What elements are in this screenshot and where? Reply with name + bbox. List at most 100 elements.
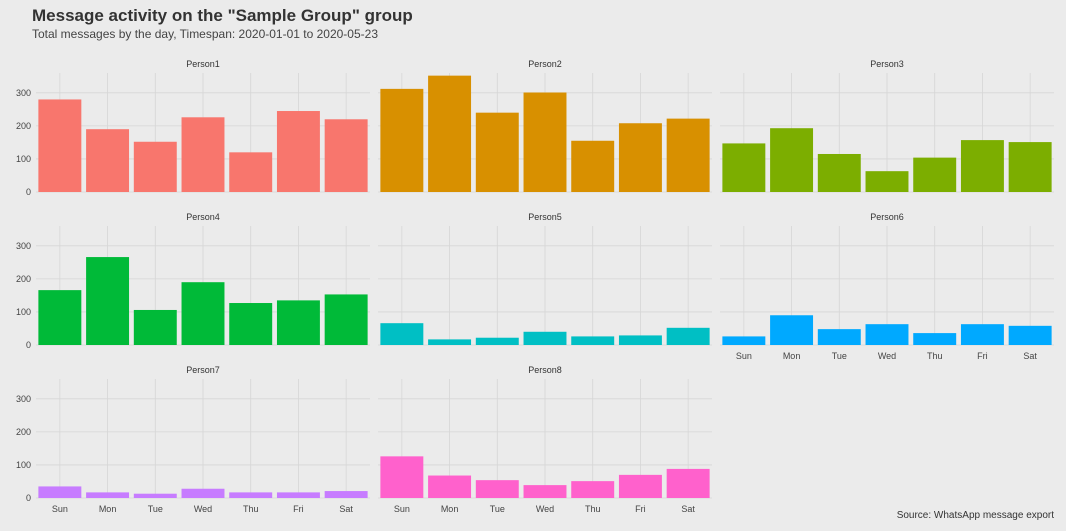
bar — [571, 140, 615, 192]
bar — [86, 257, 130, 345]
bar — [1008, 325, 1052, 345]
x-tick-label: Tue — [832, 351, 847, 361]
y-tick-label: 100 — [16, 460, 31, 470]
x-tick-label: Wed — [878, 351, 896, 361]
y-tick-label: 0 — [26, 187, 31, 197]
bar — [276, 111, 320, 192]
bar — [181, 117, 225, 192]
x-tick-label: Wed — [536, 504, 554, 514]
bar — [229, 152, 273, 192]
facet-label: Person5 — [528, 212, 562, 222]
bar — [181, 488, 225, 498]
bar — [865, 171, 909, 192]
bar — [181, 282, 225, 345]
bar — [133, 309, 177, 345]
bar — [817, 153, 861, 192]
bar — [38, 486, 82, 498]
bar — [523, 485, 567, 498]
facet-label: Person4 — [186, 212, 220, 222]
x-tick-label: Thu — [243, 504, 259, 514]
facet-label: Person8 — [528, 365, 562, 375]
bar — [770, 315, 814, 345]
bar — [571, 336, 615, 345]
bar — [380, 323, 424, 345]
y-tick-label: 200 — [16, 274, 31, 284]
bar — [229, 303, 273, 345]
x-tick-label: Sun — [52, 504, 68, 514]
x-tick-label: Sun — [736, 351, 752, 361]
bar — [666, 468, 710, 498]
bar — [428, 475, 472, 498]
bar — [324, 294, 368, 345]
y-tick-label: 100 — [16, 154, 31, 164]
facet-label: Person1 — [186, 59, 220, 69]
x-tick-label: Fri — [293, 504, 304, 514]
y-tick-label: 300 — [16, 241, 31, 251]
bar — [428, 339, 472, 345]
bar — [571, 481, 615, 498]
bar — [618, 474, 662, 498]
chart-subtitle: Total messages by the day, Timespan: 202… — [32, 27, 378, 41]
y-tick-label: 0 — [26, 493, 31, 503]
x-tick-label: Mon — [441, 504, 459, 514]
facet-label: Person7 — [186, 365, 220, 375]
bar — [86, 129, 130, 192]
bar — [276, 300, 320, 345]
bar — [38, 290, 82, 345]
facet-label: Person3 — [870, 59, 904, 69]
bar — [133, 141, 177, 192]
x-tick-label: Thu — [927, 351, 943, 361]
x-tick-label: Sat — [339, 504, 353, 514]
y-tick-label: 0 — [26, 340, 31, 350]
chart-caption: Source: WhatsApp message export — [896, 510, 1054, 521]
bar — [913, 333, 957, 345]
bar — [523, 331, 567, 345]
chart-title: Message activity on the "Sample Group" g… — [32, 6, 413, 25]
y-tick-label: 200 — [16, 121, 31, 131]
x-tick-label: Sun — [394, 504, 410, 514]
bar — [475, 337, 519, 345]
bar — [324, 119, 368, 192]
bar — [618, 123, 662, 192]
bar — [722, 143, 766, 192]
x-tick-label: Mon — [99, 504, 117, 514]
y-tick-label: 100 — [16, 307, 31, 317]
bar — [428, 75, 472, 192]
bar — [133, 493, 177, 498]
bar — [276, 492, 320, 498]
bar — [722, 336, 766, 345]
x-tick-label: Tue — [148, 504, 163, 514]
bar — [865, 324, 909, 345]
bar — [618, 335, 662, 345]
y-tick-label: 300 — [16, 394, 31, 404]
bar — [817, 329, 861, 345]
bar — [913, 157, 957, 192]
bar — [770, 128, 814, 192]
bar — [666, 118, 710, 192]
bar — [960, 140, 1004, 192]
bar — [38, 99, 82, 192]
x-tick-label: Thu — [585, 504, 601, 514]
bar — [475, 112, 519, 192]
facet-label: Person6 — [870, 212, 904, 222]
x-tick-label: Sat — [681, 504, 695, 514]
x-tick-label: Fri — [635, 504, 646, 514]
bar — [229, 492, 273, 498]
bar — [380, 456, 424, 498]
x-tick-label: Mon — [783, 351, 801, 361]
x-tick-label: Sat — [1023, 351, 1037, 361]
bar — [1008, 142, 1052, 192]
bar — [86, 492, 130, 498]
y-tick-label: 200 — [16, 427, 31, 437]
bar — [960, 324, 1004, 345]
facet-label: Person2 — [528, 59, 562, 69]
bar — [666, 327, 710, 345]
bar — [523, 92, 567, 192]
y-tick-label: 300 — [16, 88, 31, 98]
x-tick-label: Wed — [194, 504, 212, 514]
bar — [380, 88, 424, 192]
bar — [475, 480, 519, 498]
x-tick-label: Tue — [490, 504, 505, 514]
bar — [324, 491, 368, 498]
x-tick-label: Fri — [977, 351, 988, 361]
